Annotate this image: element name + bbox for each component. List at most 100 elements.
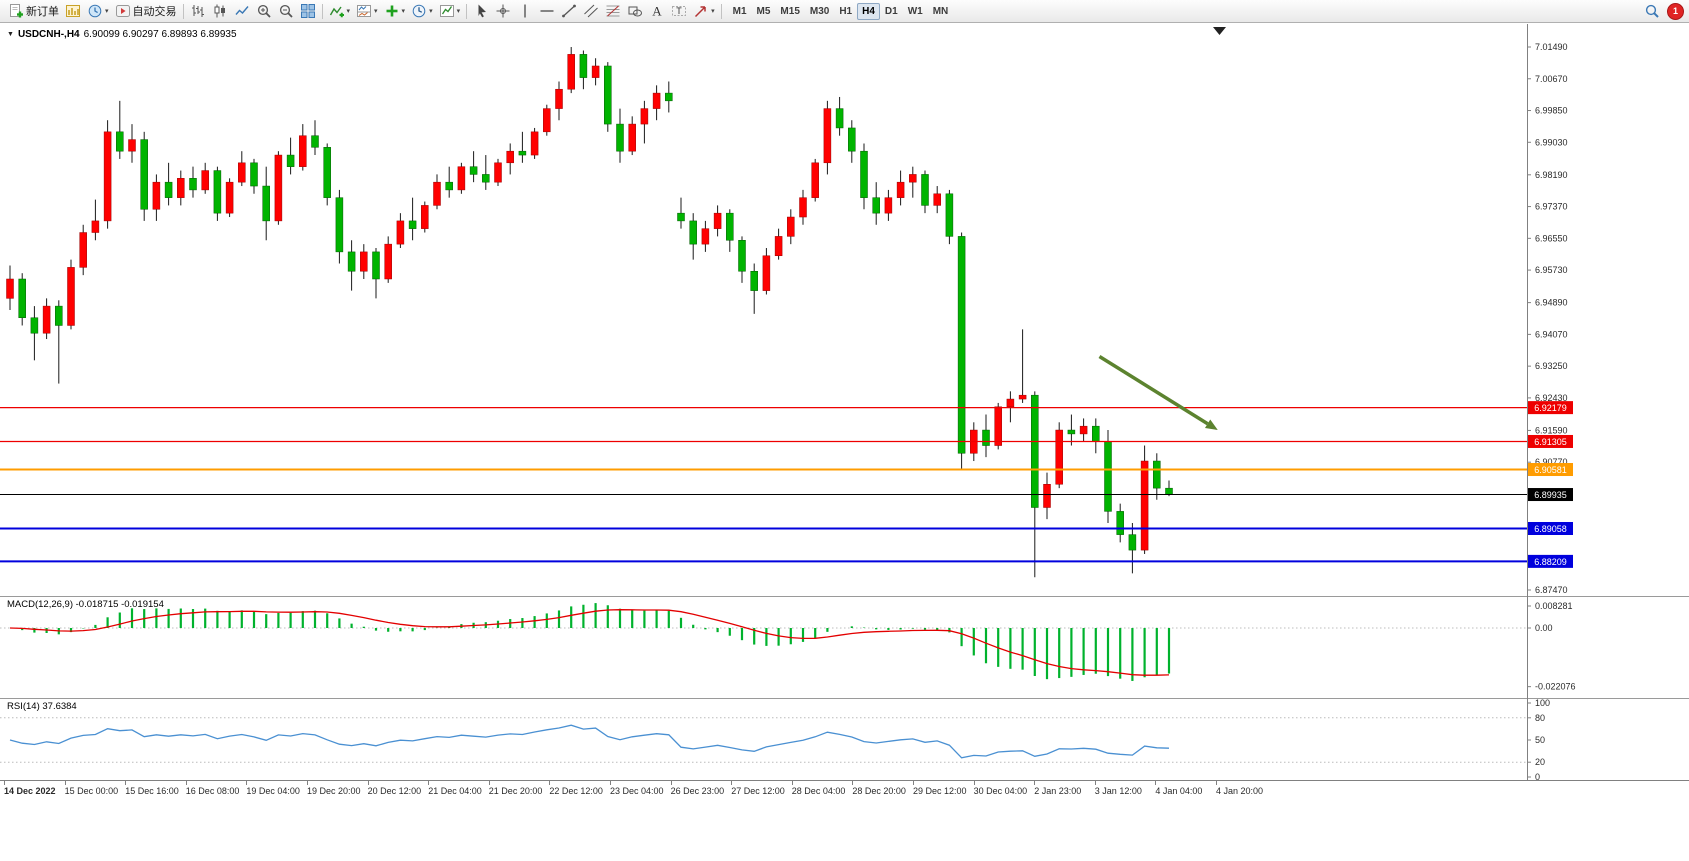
indicator-window-icon xyxy=(357,5,372,17)
auto-trading-button[interactable]: 自动交易 xyxy=(112,1,180,21)
equidistant-channel-button[interactable] xyxy=(580,1,602,21)
line-chart-icon xyxy=(234,6,249,15)
time-axis-label: 20 Dec 12:00 xyxy=(367,780,422,796)
timeframe-d1-button[interactable]: D1 xyxy=(884,5,898,17)
price-tag xyxy=(1528,401,1573,415)
price-axis-label: 6.91590 xyxy=(1535,425,1568,435)
macd-panel[interactable]: 0.008281 0.00 -0.022076 xyxy=(0,596,1689,698)
svg-text:A: A xyxy=(652,4,662,19)
time-axis-label: 21 Dec 20:00 xyxy=(488,780,543,796)
cursor-button[interactable] xyxy=(470,1,492,21)
zoom-out-button[interactable] xyxy=(275,1,297,21)
new-order-icon xyxy=(10,4,23,18)
notification-badge[interactable]: 1 xyxy=(1667,2,1684,20)
time-axis-label: 23 Dec 04:00 xyxy=(610,780,664,796)
text-button[interactable]: A xyxy=(646,1,668,21)
bar-chart-button[interactable] xyxy=(187,1,209,21)
rsi-axis-label: 20 xyxy=(1535,757,1545,767)
macd-values: -0.018715 -0.019154 xyxy=(75,599,164,610)
search-button[interactable] xyxy=(1641,1,1663,21)
time-axis-label: 2 Jan 23:00 xyxy=(1034,780,1082,796)
macd-name: MACD(12,26,9) xyxy=(7,599,73,610)
arrows-button[interactable]: ▾ xyxy=(690,1,718,21)
price-tag-label: 6.91305 xyxy=(1534,437,1567,447)
price-tag-label: 6.89058 xyxy=(1534,524,1567,534)
tile-windows-button[interactable] xyxy=(297,1,319,21)
price-chart[interactable]: 7.01490 7.00670 6.99850 6.99030 6.98190 6.973… xyxy=(0,24,1689,596)
price-axis[interactable]: 7.01490 7.00670 6.99850 6.99030 6.98190 6.973… xyxy=(1527,42,1568,595)
price-axis-label: 6.94890 xyxy=(1535,298,1568,308)
periods-button[interactable]: ▾ xyxy=(408,1,436,21)
fibonacci-button[interactable] xyxy=(602,1,624,21)
auto-trading-label: 自动交易 xyxy=(132,6,177,18)
indicator-windows-button[interactable]: ▾ xyxy=(353,1,381,21)
price-axis-label: 7.00670 xyxy=(1535,74,1568,84)
chart-shift-marker-icon[interactable] xyxy=(1213,27,1226,35)
rsi-axis-label: 80 xyxy=(1535,713,1545,723)
hline-icon xyxy=(540,10,554,12)
macd-histogram xyxy=(21,603,1171,681)
period-icon xyxy=(412,4,426,18)
time-axis-label: 3 Jan 12:00 xyxy=(1094,780,1142,796)
price-axis-label: 6.97370 xyxy=(1535,202,1568,212)
candlesticks xyxy=(6,47,1173,578)
templates-icon xyxy=(439,5,454,17)
price-tag xyxy=(1528,554,1573,568)
timeframe-h1-button[interactable]: H1 xyxy=(839,5,853,17)
toolbar-separator xyxy=(182,3,184,19)
new-order-label: 新订单 xyxy=(26,6,59,18)
time-axis-label: 28 Dec 20:00 xyxy=(852,780,906,796)
timeframe-h4-button[interactable]: H4 xyxy=(857,2,880,20)
text-label-button[interactable]: T xyxy=(668,1,690,21)
time-axis-label: 15 Dec 16:00 xyxy=(125,780,179,796)
dropdown-caret-icon: ▾ xyxy=(429,7,433,15)
rsi-axis-label: 100 xyxy=(1535,698,1550,708)
rsi-panel[interactable]: 100 80 50 20 0 xyxy=(0,698,1689,780)
dropdown-caret-icon: ▾ xyxy=(374,7,378,15)
profiles-icon xyxy=(88,4,102,18)
collapse-ohlc-icon[interactable]: ▼ xyxy=(7,31,14,38)
shapes-button[interactable] xyxy=(624,1,646,21)
price-tag xyxy=(1528,521,1573,535)
line-chart-button[interactable] xyxy=(231,1,253,21)
zoom-in-button[interactable] xyxy=(253,1,275,21)
symbol-period-label: USDCNH-,H4 xyxy=(17,29,80,40)
templates-button[interactable]: ▾ xyxy=(436,1,464,21)
vertical-line-button[interactable] xyxy=(514,1,536,21)
timeframe-w1-button[interactable]: W1 xyxy=(907,5,923,17)
toolbar-separator xyxy=(321,3,323,19)
timeframe-m30-button[interactable]: M30 xyxy=(809,5,830,17)
trendline-button[interactable] xyxy=(558,1,580,21)
price-tag-label: 6.90581 xyxy=(1534,465,1567,475)
crosshair-button[interactable] xyxy=(492,1,514,21)
charts-button[interactable] xyxy=(62,1,84,21)
time-axis-label: 14 Dec 2022 xyxy=(4,780,56,796)
label-icon: T xyxy=(672,6,687,16)
new-order-button[interactable]: 新订单 xyxy=(5,1,62,21)
add-object-button[interactable]: ▾ xyxy=(381,1,409,21)
macd-axis-label: 0.00 xyxy=(1535,623,1553,633)
profiles-button[interactable]: ▾ xyxy=(84,1,112,21)
price-axis-label: 7.01490 xyxy=(1535,42,1568,52)
timeframe-m1-button[interactable]: M1 xyxy=(732,5,747,17)
timeframe-m5-button[interactable]: M5 xyxy=(756,5,771,17)
indicators-icon xyxy=(329,6,344,18)
timeframe-m15-button[interactable]: M15 xyxy=(780,5,800,17)
indicators-button[interactable]: ▾ xyxy=(326,1,354,21)
time-axis-label: 19 Dec 20:00 xyxy=(307,780,361,796)
time-axis-label: 27 Dec 12:00 xyxy=(731,780,785,796)
timeframe-mn-button[interactable]: MN xyxy=(932,5,949,17)
macd-signal-line xyxy=(9,609,1170,676)
cursor-icon xyxy=(478,4,487,18)
rsi-value: 37.6384 xyxy=(42,701,77,712)
trend-arrow[interactable] xyxy=(1098,354,1209,426)
time-axis-label: 29 Dec 12:00 xyxy=(913,780,967,796)
candlestick-chart-button[interactable] xyxy=(209,1,231,21)
svg-text:T: T xyxy=(676,6,682,16)
horizontal-line-button[interactable] xyxy=(536,1,558,21)
price-axis-label: 6.95730 xyxy=(1535,265,1568,275)
shapes-icon xyxy=(628,6,643,17)
time-axis[interactable]: 14 Dec 2022 15 Dec 00:00 15 Dec 16:00 16 De… xyxy=(0,780,1689,801)
dropdown-caret-icon: ▾ xyxy=(711,7,715,15)
zoom-out-icon xyxy=(279,4,293,18)
